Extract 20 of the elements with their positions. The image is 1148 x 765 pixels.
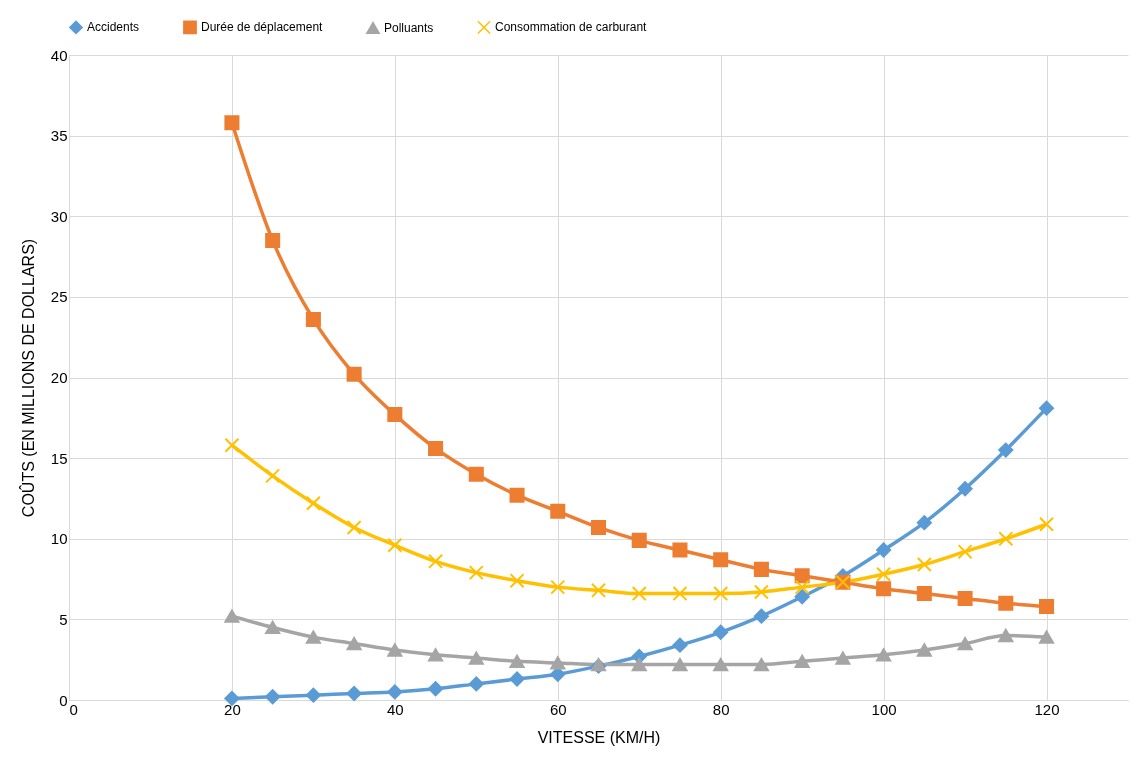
x-tick-label: 20 [224,700,241,718]
x-tick-label: 60 [549,700,567,718]
y-tick-label: 40 [50,46,68,64]
legend-label: Durée de déplacement [201,20,324,35]
y-tick-label: 10 [50,530,68,548]
x-axis-title: VITESSE (KM/H) [537,728,661,746]
y-tick-label: 35 [50,127,68,145]
x-tick-label: 100 [871,700,897,718]
y-tick-label: 25 [50,288,68,306]
x-tick-label: 40 [387,700,404,718]
legend-label: Consommation de carburant [495,20,648,35]
x-tick-label: 80 [712,700,730,718]
legend-label: Polluants [384,20,434,35]
legend-label: Accidents [87,20,140,35]
y-tick-label: 20 [50,369,68,386]
y-axis-title: COÛTS (EN MILLIONS DE DOLLARS) [18,238,37,518]
y-tick-label: 30 [50,207,68,225]
y-tick-label: 15 [50,449,68,467]
y-tick-label: 5 [59,610,68,628]
x-tick-label: 120 [1034,700,1060,718]
